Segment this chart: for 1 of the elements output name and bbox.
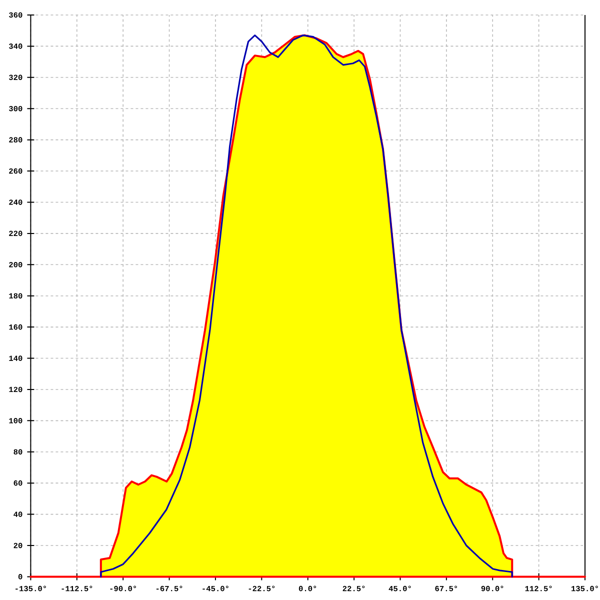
line-series [100,34,513,578]
